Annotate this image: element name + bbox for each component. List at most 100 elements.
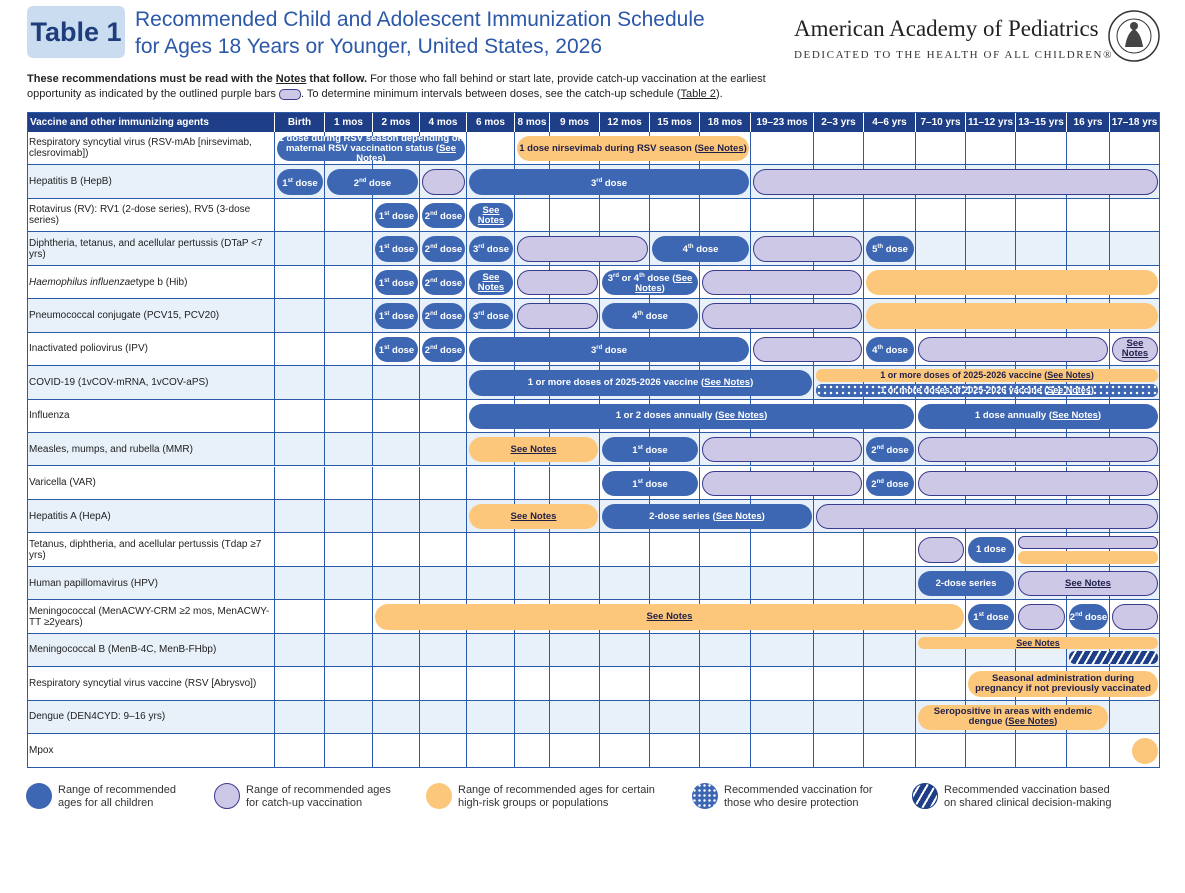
grid-cell xyxy=(1110,132,1160,166)
grid-cell xyxy=(325,600,373,634)
grid-cell xyxy=(1016,734,1067,768)
schedule-bar: 1 or more doses of 2025-2026 vaccine (Se… xyxy=(816,383,1158,397)
schedule-bar xyxy=(422,169,465,195)
grid-cell xyxy=(600,198,650,233)
grid-cell xyxy=(650,700,700,735)
vaccine-name: Influenza xyxy=(27,399,275,434)
bar-label: See Notes xyxy=(646,611,693,623)
grid-cell xyxy=(467,533,515,567)
schedule-bar: 2nd dose xyxy=(422,336,465,363)
grid-cell xyxy=(467,132,515,166)
schedule-bar: See Notes xyxy=(375,604,964,630)
column-header: 1 mos xyxy=(325,112,373,132)
grid-cell xyxy=(600,734,650,768)
legend-label: Range of recommended ages for certain hi… xyxy=(458,784,655,809)
schedule-bar: See Notes xyxy=(469,202,513,229)
column-header: 12 mos xyxy=(600,112,650,132)
schedule-bar: 2nd dose xyxy=(422,269,465,296)
intro-text-2: . To determine minimum intervals between… xyxy=(300,88,681,100)
schedule-bar xyxy=(702,269,862,296)
intro-bold-end: that follow. xyxy=(306,73,368,85)
grid-cell xyxy=(600,667,650,701)
column-header: 6 mos xyxy=(467,112,515,132)
schedule-bar: See Notes xyxy=(918,636,1158,650)
schedule-bar: 1 or more doses of 2025-2026 vaccine (Se… xyxy=(469,370,812,396)
column-header: 4 mos xyxy=(420,112,467,132)
grid-cell xyxy=(600,533,650,567)
grid-cell xyxy=(1067,232,1110,266)
page-title: Recommended Child and Adolescent Immuniz… xyxy=(135,6,705,60)
bar-label: 1st dose xyxy=(282,177,318,189)
grid-cell xyxy=(325,265,373,300)
vaccine-name: COVID-19 (1vCOV-mRNA, 1vCOV-aPS) xyxy=(27,366,275,400)
grid-cell xyxy=(700,533,751,567)
schedule-bar xyxy=(866,303,1158,329)
grid-cell xyxy=(373,633,420,668)
bar-label: See Notes xyxy=(1016,637,1060,648)
bar-label: See Notes xyxy=(477,204,505,226)
intro-text-3: ). xyxy=(715,88,723,100)
notes-link[interactable]: Notes xyxy=(275,73,307,85)
grid-cell xyxy=(864,533,916,567)
grid-cell xyxy=(864,132,916,166)
grid-cell xyxy=(515,667,550,701)
bar-label: Seasonal administration during pregnancy… xyxy=(975,672,1151,694)
grid-cell xyxy=(916,667,966,701)
bar-label: 2nd dose xyxy=(424,277,463,290)
schedule-bar xyxy=(517,269,598,296)
column-header: 15 mos xyxy=(650,112,700,132)
grid-cell xyxy=(550,566,600,601)
schedule-bar: 1st dose xyxy=(602,470,698,496)
bar-label: See Notes xyxy=(510,443,557,455)
table2-link[interactable]: Table 2 xyxy=(680,88,716,100)
grid-cell xyxy=(814,198,864,233)
lav-legend-icon xyxy=(214,783,240,809)
column-header: 9 mos xyxy=(550,112,600,132)
grid-cell xyxy=(700,700,751,735)
grid-cell xyxy=(325,232,373,266)
grid-cell xyxy=(275,232,325,266)
schedule-bar xyxy=(753,336,862,363)
grid-cell xyxy=(275,734,325,768)
bar-label: 2nd dose xyxy=(353,177,392,189)
grid-cell xyxy=(814,633,864,668)
schedule-bar: 2nd dose xyxy=(1069,604,1108,630)
grid-cell xyxy=(420,633,467,668)
grid-cell xyxy=(600,633,650,668)
title-line-2: for Ages 18 Years or Younger, United Sta… xyxy=(135,35,603,58)
schedule-bar xyxy=(1018,551,1158,564)
grid-cell xyxy=(325,667,373,701)
intro-bold: These recommendations must be read with … xyxy=(27,73,276,85)
grid-cell xyxy=(1110,700,1160,735)
grid-cell xyxy=(325,433,373,467)
grid-cell xyxy=(275,366,325,400)
schedule-bar: 1 dose nirsevimab during RSV season (See… xyxy=(517,136,749,162)
bar-label: 1st dose xyxy=(378,344,415,356)
schedule-bar: 1st dose xyxy=(375,269,418,296)
grid-cell xyxy=(864,198,916,233)
schedule-bar: 2nd dose xyxy=(866,470,914,496)
schedule-bar xyxy=(702,303,862,329)
schedule-bar: Seasonal administration during pregnancy… xyxy=(968,671,1158,697)
bar-label: 2-dose series (See Notes) xyxy=(649,510,765,522)
grid-cell xyxy=(600,566,650,601)
grid-cell xyxy=(515,566,550,601)
grid-cell xyxy=(275,667,325,701)
grid-cell xyxy=(275,633,325,668)
schedule-bar: 4th dose xyxy=(652,236,749,262)
vaccine-name: Meningococcal (MenACWY-CRM ≥2 mos, MenAC… xyxy=(27,600,275,634)
grid-cell xyxy=(467,700,515,735)
bar-label: 2nd dose xyxy=(424,344,463,356)
grid-cell xyxy=(550,734,600,768)
grid-cell xyxy=(814,667,864,701)
grid-cell xyxy=(700,734,751,768)
schedule-bar: 2nd dose xyxy=(866,437,914,463)
grid-cell xyxy=(515,633,550,668)
column-header: Birth xyxy=(275,112,325,132)
vaccine-name: Respiratory syncytial virus (RSV-mAb [ni… xyxy=(27,132,275,166)
grid-cell xyxy=(325,734,373,768)
schedule-bar xyxy=(517,303,598,329)
grid-cell xyxy=(814,533,864,567)
grid-cell xyxy=(275,433,325,467)
schedule-bar: 4th dose xyxy=(866,336,914,363)
